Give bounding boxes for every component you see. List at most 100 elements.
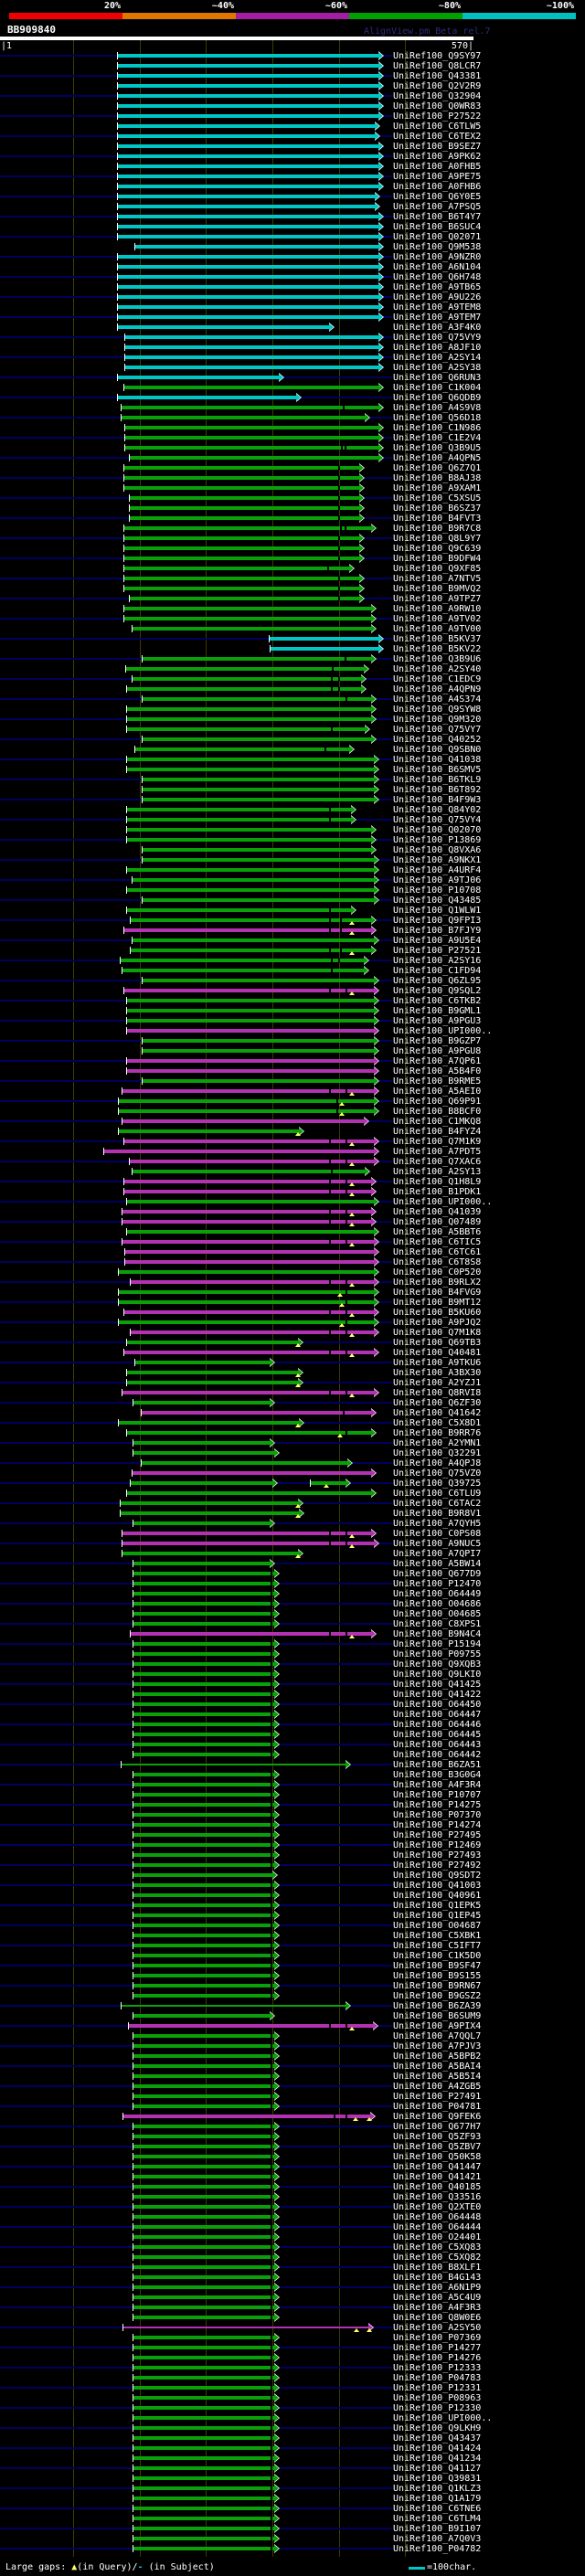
subject-label: UniRef100_C1EDC9 [393, 674, 482, 684]
hsp-start-tick [117, 283, 118, 291]
hsp-bar [133, 1813, 275, 1817]
hsp-bar [133, 1592, 275, 1595]
subject-gap-notch [271, 1793, 272, 1797]
hsp-bar [127, 888, 375, 892]
hsp-bar [133, 1682, 275, 1686]
hsp-bar [124, 577, 360, 580]
hsp-start-tick [118, 1097, 119, 1105]
subject-gap-notch [338, 536, 340, 540]
subject-label: UniRef100_C1K004 [393, 383, 482, 393]
hsp-arrowhead [351, 816, 356, 823]
hsp-bar [133, 1401, 271, 1405]
subject-gap-notch [271, 2135, 272, 2138]
subject-gap-notch [271, 2034, 272, 2038]
hsp-arrowhead [270, 1560, 274, 1567]
hsp-bar [133, 2416, 275, 2420]
hsp-arrowhead [274, 1952, 279, 1959]
hsp-start-tick [126, 906, 127, 914]
hsp-bar [130, 597, 360, 600]
hsp-bar [143, 848, 372, 852]
subject-label: UniRef100_A9PGU3 [393, 1016, 482, 1026]
hsp-bar [133, 1672, 275, 1676]
hsp-start-tick [126, 1489, 127, 1497]
subject-gap-notch [346, 1632, 347, 1636]
query-gap-triangle-icon [295, 1343, 301, 1347]
hsp-arrowhead [378, 223, 383, 230]
hsp-bar [127, 1200, 375, 1203]
hsp-arrowhead [378, 112, 383, 120]
hsp-bar [118, 114, 379, 118]
subject-label: UniRef100_C0PS08 [393, 1529, 482, 1539]
hsp-arrowhead [378, 283, 383, 291]
subject-label: UniRef100_C6TC61 [393, 1247, 482, 1257]
hsp-arrowhead [274, 2434, 279, 2442]
subject-gap-notch [338, 557, 340, 560]
subject-label: UniRef100_Q3B9U5 [393, 443, 482, 453]
subject-gap-notch [271, 1823, 272, 1827]
subject-label: UniRef100_P09755 [393, 1649, 482, 1659]
hsp-arrowhead [274, 1660, 279, 1668]
hsp-start-tick [122, 2324, 123, 2331]
hsp-start-tick [142, 896, 143, 904]
hsp-bar [133, 2356, 275, 2359]
subject-gap-notch [329, 1220, 331, 1224]
legend-suffix: (in Subject) [143, 2562, 215, 2572]
hsp-bar [133, 2446, 275, 2450]
hsp-bar [133, 1924, 275, 1927]
hsp-arrowhead [274, 2294, 279, 2301]
hsp-arrowhead [274, 1932, 279, 1939]
subject-gap-notch [271, 1592, 272, 1595]
hsp-bar [133, 1803, 275, 1807]
hsp-bar [118, 275, 379, 279]
subject-label: UniRef100_B4FVT3 [393, 514, 482, 524]
hsp-bar [104, 1150, 375, 1153]
hsp-arrowhead [374, 776, 378, 783]
subject-label: UniRef100_Q6ZL95 [393, 976, 482, 986]
subject-label: UniRef100_C6TKB2 [393, 996, 482, 1006]
subject-gap-notch [271, 1934, 272, 1937]
subject-label: UniRef100_P27491 [393, 2092, 482, 2102]
hsp-bar [133, 878, 375, 882]
subject-label: UniRef100_A6N1P9 [393, 2283, 482, 2293]
scale-segment-100% [463, 13, 576, 19]
subject-gap-notch [329, 908, 331, 912]
hsp-start-tick [124, 354, 125, 361]
hsp-arrowhead [359, 484, 364, 492]
hsp-bar [133, 2295, 275, 2299]
hsp-arrowhead [374, 1319, 378, 1326]
hsp-bar [133, 2466, 275, 2470]
hsp-start-tick [126, 705, 127, 713]
hsp-arrowhead [274, 2133, 279, 2140]
hsp-arrowhead [274, 2404, 279, 2412]
subject-label: UniRef100_Q3B9U6 [393, 654, 482, 664]
hsp-bar [133, 2215, 275, 2219]
hsp-arrowhead [274, 2032, 279, 2040]
subject-gap-notch [271, 2386, 272, 2390]
subject-gap-notch [271, 2285, 272, 2289]
hsp-arrowhead [274, 2253, 279, 2261]
hsp-bar [133, 2225, 275, 2229]
hsp-arrowhead [378, 364, 383, 371]
hsp-bar [127, 838, 372, 842]
hsp-bar [118, 235, 379, 239]
hsp-bar [131, 918, 372, 922]
subject-label: UniRef100_Q1KLZ3 [393, 2484, 482, 2494]
subject-label: UniRef100_P27521 [393, 946, 482, 956]
hsp-bar [124, 1180, 372, 1183]
subject-label: UniRef100_A9PJQ2 [393, 1318, 482, 1328]
hsp-bar [127, 1341, 299, 1344]
subject-label: UniRef100_B5KV37 [393, 634, 482, 644]
subject-label: UniRef100_P04782 [393, 2544, 482, 2554]
hsp-start-tick [129, 1158, 130, 1165]
hsp-bar [133, 1662, 275, 1666]
subject-label: UniRef100_Q43485 [393, 896, 482, 906]
subject-gap-notch [271, 1803, 272, 1807]
subject-gap-notch [271, 1893, 272, 1897]
subject-label: UniRef100_B9RME5 [393, 1076, 482, 1087]
hsp-arrowhead [375, 193, 379, 200]
scale-label: ~60% [324, 1, 347, 11]
hsp-arrowhead [274, 2233, 279, 2241]
subject-label: UniRef100_B9MVQ2 [393, 584, 482, 594]
subject-gap-notch [271, 2155, 272, 2158]
hsp-start-tick [117, 82, 118, 90]
